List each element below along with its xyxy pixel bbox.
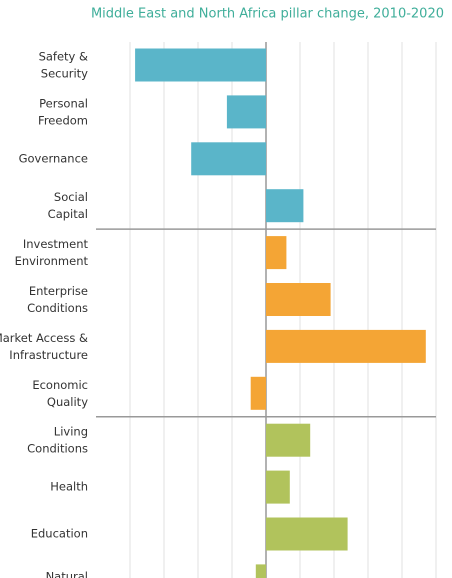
label-line: Living (54, 424, 88, 438)
bar (266, 470, 290, 504)
bar (266, 517, 348, 551)
y-tick-label: Governance (19, 151, 88, 165)
label-line: Quality (47, 394, 88, 408)
bar (266, 189, 304, 223)
bar (191, 142, 266, 176)
label-line: Social (54, 190, 88, 204)
label-line: Conditions (27, 301, 88, 315)
label-line: Security (41, 66, 88, 80)
label-line: Investment (23, 237, 89, 251)
bar (266, 283, 331, 316)
label-line: Environment (15, 254, 89, 268)
bar (250, 376, 266, 410)
y-tick-label: Health (50, 480, 88, 494)
y-tick-label: Economic Quality (32, 377, 88, 408)
label-line: Enterprise (29, 284, 88, 298)
y-tick-label: Social Capital (48, 190, 88, 221)
label-line: Safety & (39, 49, 88, 63)
y-tick-label: Personal Freedom (38, 96, 88, 127)
label-line: Freedom (38, 113, 88, 127)
y-tick-label: Market Access & Infrastructure (0, 330, 88, 361)
label-line: Infrastructure (9, 347, 88, 361)
bar (266, 236, 287, 270)
label-line: Conditions (27, 441, 88, 455)
bar (255, 564, 266, 578)
bar (135, 48, 266, 82)
y-tick-label: Investment Environment (15, 237, 89, 268)
chart-title: Middle East and North Africa pillar chan… (91, 7, 444, 22)
label-line: Market Access & (0, 330, 88, 344)
y-tick-label: Safety & Security (39, 49, 89, 80)
y-tick-label: Natural (46, 569, 88, 578)
y-tick-label: Education (31, 527, 88, 541)
label-line: Capital (48, 207, 88, 221)
y-tick-label: Enterprise Conditions (27, 284, 88, 315)
bar (266, 329, 426, 363)
label-line: Economic (32, 377, 88, 391)
y-tick-label: Living Conditions (27, 424, 88, 455)
bar (226, 95, 266, 129)
label-line: Personal (39, 96, 88, 110)
bar (266, 423, 311, 457)
